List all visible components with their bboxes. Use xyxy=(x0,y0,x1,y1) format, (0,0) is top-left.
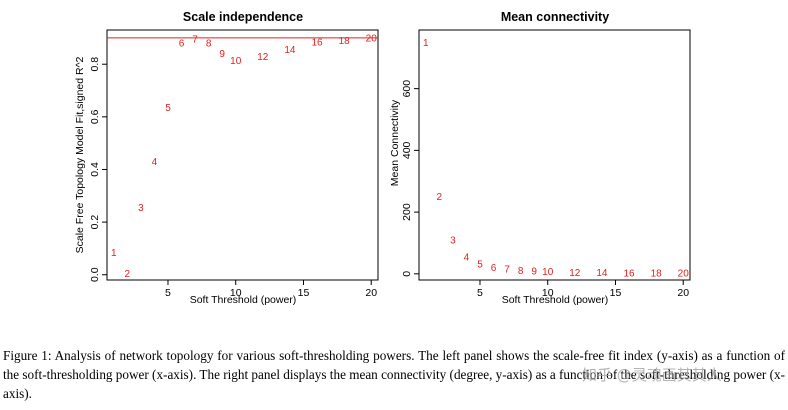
left-point-20: 20 xyxy=(366,33,378,44)
right-point-20: 20 xyxy=(678,269,690,280)
right-point-2: 2 xyxy=(437,192,443,203)
right-x-axis: 5 10 15 20 xyxy=(477,280,689,299)
right-point-3: 3 xyxy=(450,235,456,246)
right-point-4: 4 xyxy=(464,252,470,263)
right-point-14: 14 xyxy=(596,268,608,279)
left-point-1: 1 xyxy=(111,248,117,259)
left-x-tick-label: 15 xyxy=(298,287,310,299)
left-y-tick-label: 0.8 xyxy=(89,57,101,72)
left-x-tick-label: 20 xyxy=(365,287,377,299)
right-point-12: 12 xyxy=(569,268,581,279)
left-point-4: 4 xyxy=(152,157,158,168)
left-point-12: 12 xyxy=(257,52,269,63)
right-point-6: 6 xyxy=(491,263,497,274)
right-y-tick-label: 0 xyxy=(401,271,413,277)
right-chart-title: Mean connectivity xyxy=(501,10,609,24)
left-point-9: 9 xyxy=(219,49,225,60)
left-plot-frame xyxy=(106,29,379,281)
left-data-points: 12 3 4 5 6 7 89 10 12 14 16 18 20 xyxy=(111,33,377,280)
right-x-tick-label: 20 xyxy=(677,287,689,299)
left-y-axis: 0.0 0.2 0.4 0.6 0.8 xyxy=(89,57,107,282)
left-y-axis-label: Scale Free Topology Model Fit,signed R^2 xyxy=(74,56,86,253)
left-point-14: 14 xyxy=(284,45,296,56)
left-point-18: 18 xyxy=(339,36,351,47)
right-point-16: 16 xyxy=(623,268,635,279)
left-point-7: 7 xyxy=(192,35,198,46)
right-y-axis: 0 200 400 600 xyxy=(401,80,419,277)
left-y-tick-label: 0.4 xyxy=(89,162,101,177)
right-x-axis-label: Soft Threshold (power) xyxy=(502,294,609,306)
left-point-5: 5 xyxy=(165,103,171,114)
right-y-tick-label: 200 xyxy=(401,203,413,221)
left-point-16: 16 xyxy=(311,37,323,48)
left-x-axis: 5 10 15 20 xyxy=(165,280,377,299)
left-x-tick-label: 10 xyxy=(230,287,242,299)
right-point-1: 1 xyxy=(423,38,429,49)
left-panel: Scale independence 0.00.20.40.60.8 5 10 15… xyxy=(74,10,379,306)
right-point-5: 5 xyxy=(477,259,483,270)
left-point-10: 10 xyxy=(230,56,242,67)
left-point-6: 6 xyxy=(179,39,185,50)
left-point-8: 8 xyxy=(206,39,212,50)
left-y-tick-label: 0.2 xyxy=(89,215,101,230)
left-y-tick-label: 0.0 xyxy=(89,267,101,282)
watermark: 知乎 @灵魂画其其人 xyxy=(582,366,722,384)
right-y-axis-label: Mean Connectivity xyxy=(389,99,401,186)
right-x-tick-label: 15 xyxy=(610,287,622,299)
left-y-tick-label: 0.6 xyxy=(89,109,101,124)
left-point-3: 3 xyxy=(138,203,144,214)
left-x-axis-label: Soft Threshold (power) xyxy=(190,294,297,306)
figure-panels: Scale independence 0.00.20.40.60.8 5 10 15… xyxy=(74,10,691,306)
right-x-tick-label: 10 xyxy=(542,287,554,299)
figure-caption: Figure 1: Analysis of network topology f… xyxy=(3,348,785,401)
right-point-18: 18 xyxy=(651,269,663,280)
right-point-7: 7 xyxy=(504,265,510,276)
right-point-9: 9 xyxy=(531,267,537,278)
right-y-tick-label: 600 xyxy=(401,80,413,98)
right-y-tick-label: 400 xyxy=(401,141,413,159)
right-point-10: 10 xyxy=(542,267,554,278)
right-point-8: 8 xyxy=(518,266,524,277)
left-chart-title: Scale independence xyxy=(183,10,303,24)
left-x-tick-label: 5 xyxy=(165,287,171,299)
left-point-2: 2 xyxy=(125,269,131,280)
right-x-tick-label: 5 xyxy=(477,287,483,299)
right-plot-frame xyxy=(418,29,691,281)
